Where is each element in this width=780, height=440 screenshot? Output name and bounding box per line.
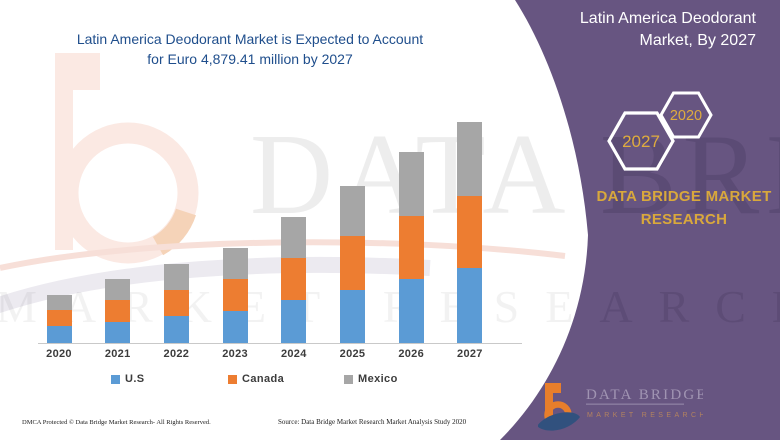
bar-2026 <box>398 152 424 343</box>
hexagon-badges: 2027 2020 <box>607 91 713 171</box>
panel-title-line2: Market, By 2027 <box>639 31 757 49</box>
x-axis-label-2022: 2022 <box>163 348 190 360</box>
x-axis-label-2021: 2021 <box>104 348 131 360</box>
bar-segment-us <box>46 325 72 343</box>
x-axis-label-2025: 2025 <box>339 348 366 360</box>
dmca-notice: DMCA Protected © Data Bridge Market Rese… <box>22 419 211 426</box>
bar-segment-us <box>222 310 248 343</box>
brand-text: DATA BRIDGE MARKET RESEARCH <box>588 186 780 231</box>
x-axis-label-2023: 2023 <box>222 348 248 360</box>
x-axis: 2020 2021 2022 2023 2024 2025 2026 2027 <box>38 348 522 364</box>
chart-legend: U.S Canada Mexico <box>0 373 540 391</box>
bar-2027 <box>457 121 483 343</box>
bar-segment-us <box>281 299 307 343</box>
bar-segment-mexico <box>163 264 189 290</box>
bar-segment-canada <box>340 236 365 290</box>
bar-segment-canada <box>46 310 72 326</box>
panel-title: Latin America Deodorant Market, By 2027 <box>516 8 756 51</box>
chart-title-line2: for Euro 4,879.41 million by 2027 <box>147 51 353 68</box>
chart-title: Latin America Deodorant Market is Expect… <box>28 29 472 70</box>
legend-swatch-us <box>111 374 120 384</box>
bar-segment-mexico <box>46 294 72 311</box>
bar-segment-mexico <box>105 279 131 300</box>
bar-segment-mexico <box>222 248 248 280</box>
bar-segment-mexico <box>457 121 483 196</box>
bar-segment-canada <box>281 258 307 300</box>
bar-segment-mexico <box>340 185 365 237</box>
panel-title-line1: Latin America Deodorant <box>579 10 756 27</box>
watermark-b-logo-icon <box>0 53 566 314</box>
bar-segment-us <box>398 279 424 343</box>
legend-item-us: U.S <box>111 373 145 385</box>
brand-text-line1: DATA BRIDGE MARKET <box>596 188 772 205</box>
bar-segment-us <box>163 315 189 343</box>
bar-2022 <box>163 264 189 343</box>
bar-2024 <box>281 216 307 343</box>
brand-text-line2: RESEARCH <box>640 210 728 228</box>
x-axis-label-2024: 2024 <box>280 348 307 360</box>
bar-2025 <box>340 185 365 343</box>
bar-segment-us <box>105 321 131 343</box>
hexagon-2020-icon <box>659 91 713 139</box>
legend-label-canada: Canada <box>242 373 285 385</box>
bar-segment-mexico <box>281 216 307 259</box>
hexagon-2020-label: 2020 <box>670 108 702 124</box>
bar-2020 <box>46 294 72 343</box>
bar-segment-canada <box>105 299 131 322</box>
company-logo: DATA BRIDGE MARKET RESEARCH <box>538 383 703 431</box>
logo-sub-text: MARKET RESEARCH <box>587 412 703 419</box>
logo-name-text: DATA BRIDGE <box>586 387 703 403</box>
bar-chart-plot-area <box>38 94 522 344</box>
legend-item-mexico: Mexico <box>344 373 398 385</box>
x-axis-label-2026: 2026 <box>398 348 425 360</box>
legend-label-us: U.S <box>125 373 145 385</box>
legend-label-mexico: Mexico <box>358 373 398 385</box>
legend-swatch-canada <box>228 374 237 384</box>
x-axis-label-2027: 2027 <box>457 348 483 360</box>
bar-segment-canada <box>222 279 248 311</box>
bar-segment-mexico <box>398 152 424 216</box>
logo-underline <box>586 403 684 405</box>
bar-2021 <box>105 279 131 343</box>
chart-title-line1: Latin America Deodorant Market is Expect… <box>76 31 424 47</box>
logo-b-icon <box>538 383 580 431</box>
bar-segment-canada <box>398 215 424 279</box>
bar-2023 <box>222 248 248 343</box>
legend-item-canada: Canada <box>228 373 284 385</box>
legend-swatch-mexico <box>344 374 353 384</box>
source-note: Source: Data Bridge Market Research Mark… <box>278 418 467 426</box>
bar-segment-canada <box>457 195 483 269</box>
bar-segment-us <box>340 289 365 343</box>
x-axis-label-2020: 2020 <box>46 348 72 360</box>
hexagon-2027-icon <box>607 111 675 171</box>
bar-segment-canada <box>163 289 189 316</box>
hexagon-2027-label: 2027 <box>622 132 660 151</box>
bar-segment-us <box>457 268 483 343</box>
